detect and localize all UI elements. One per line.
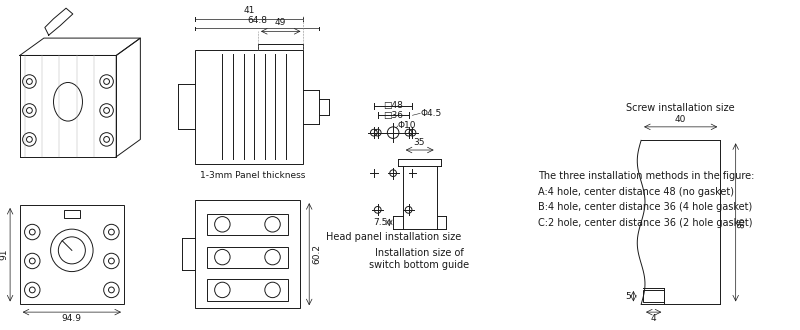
Text: 85: 85 — [738, 216, 746, 228]
Text: 41: 41 — [244, 6, 255, 15]
Text: Head panel installation size: Head panel installation size — [326, 232, 461, 242]
Text: 4: 4 — [651, 314, 657, 323]
Text: Screw installation size: Screw installation size — [626, 103, 735, 113]
Bar — [20, 205, 124, 304]
Text: Φ10: Φ10 — [398, 121, 417, 130]
Text: Installation size of
switch bottom guide: Installation size of switch bottom guide — [369, 248, 470, 270]
Text: □48: □48 — [383, 101, 403, 110]
Bar — [195, 200, 299, 308]
Bar — [195, 50, 303, 164]
Bar — [207, 279, 288, 301]
Text: Φ4.5: Φ4.5 — [420, 109, 442, 118]
Text: 5: 5 — [626, 292, 631, 301]
Text: 64.8: 64.8 — [247, 16, 267, 24]
Text: 7.5: 7.5 — [373, 218, 387, 227]
Bar — [643, 290, 664, 303]
Bar — [64, 210, 79, 217]
Text: □36: □36 — [383, 111, 403, 120]
Text: 40: 40 — [675, 115, 686, 124]
Text: 1-3mm Panel thickness: 1-3mm Panel thickness — [200, 171, 306, 180]
Text: 35: 35 — [414, 138, 425, 147]
Text: 94.9: 94.9 — [62, 314, 82, 323]
Bar — [207, 247, 288, 268]
Text: 91: 91 — [0, 249, 8, 260]
Bar — [207, 214, 288, 235]
Text: 49: 49 — [275, 18, 286, 27]
Text: 60.2: 60.2 — [312, 244, 321, 264]
Text: The three installation methods in the figure:
A:4 hole, center distance 48 (no g: The three installation methods in the fi… — [538, 171, 754, 228]
